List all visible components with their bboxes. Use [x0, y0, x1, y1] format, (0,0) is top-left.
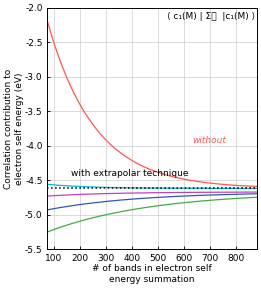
Text: with extrapolar technique: with extrapolar technique	[71, 169, 188, 179]
X-axis label: # of bands in electron self
energy summation: # of bands in electron self energy summa…	[92, 264, 212, 284]
Y-axis label: Correlation contribution to
electron self energy (eV): Correlation contribution to electron sel…	[4, 68, 23, 189]
Text: without: without	[192, 136, 226, 145]
Text: ⟨ c₁(M) | Σⲟ  |c₁(M) ⟩: ⟨ c₁(M) | Σⲟ |c₁(M) ⟩	[167, 12, 255, 22]
